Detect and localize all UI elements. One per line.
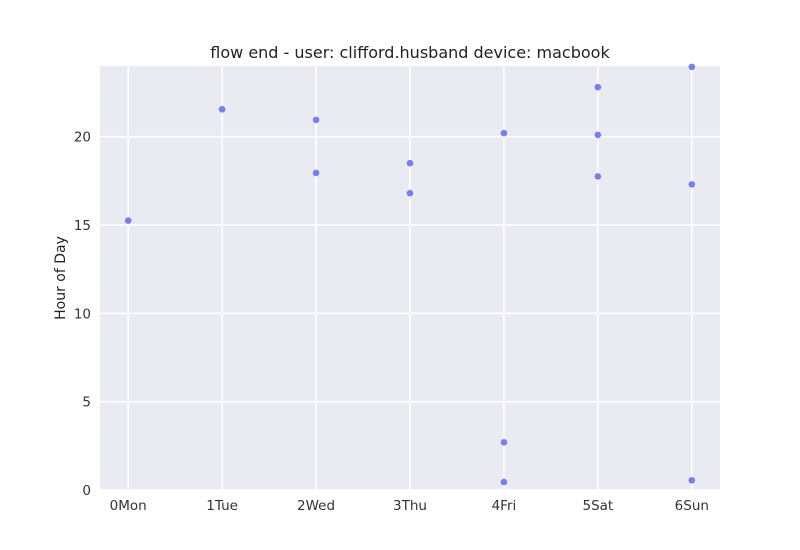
grid-lines [100, 66, 720, 491]
y-tick-label: 20 [74, 130, 91, 146]
data-point [218, 105, 226, 113]
data-point [594, 83, 602, 91]
x-tick-labels: 0Mon 1Tue 2Wed 3Thu 4Fri 5Sat 6Sun [110, 498, 709, 514]
data-point [688, 63, 696, 71]
x-tick-label: 3Thu [393, 498, 427, 514]
x-tick-label: 2Wed [297, 498, 335, 514]
data-point [500, 478, 508, 486]
data-point [594, 131, 602, 139]
x-tick-label: 5Sat [583, 498, 614, 514]
y-tick-label: 0 [82, 483, 91, 499]
data-point [312, 116, 320, 124]
data-point [594, 173, 602, 180]
data-point [124, 217, 132, 224]
x-tick-label: 4Fri [492, 498, 517, 514]
data-point [688, 476, 696, 484]
y-tick-label: 10 [74, 306, 91, 322]
data-point [500, 439, 508, 446]
data-point [312, 169, 320, 177]
data-point [406, 159, 414, 167]
data-point [406, 189, 414, 197]
data-point [688, 181, 696, 188]
x-tick-label: 0Mon [110, 498, 147, 514]
chart-title: flow end - user: clifford.husband device… [210, 43, 610, 62]
y-axis-label: Hour of Day [53, 236, 69, 320]
data-points [124, 63, 696, 486]
y-tick-label: 5 [82, 395, 91, 411]
x-tick-label: 1Tue [206, 498, 238, 514]
x-tick-label: 6Sun [675, 498, 709, 514]
y-tick-labels: 0 5 10 15 20 [74, 130, 91, 499]
y-tick-label: 15 [74, 218, 91, 234]
data-point [500, 129, 508, 137]
